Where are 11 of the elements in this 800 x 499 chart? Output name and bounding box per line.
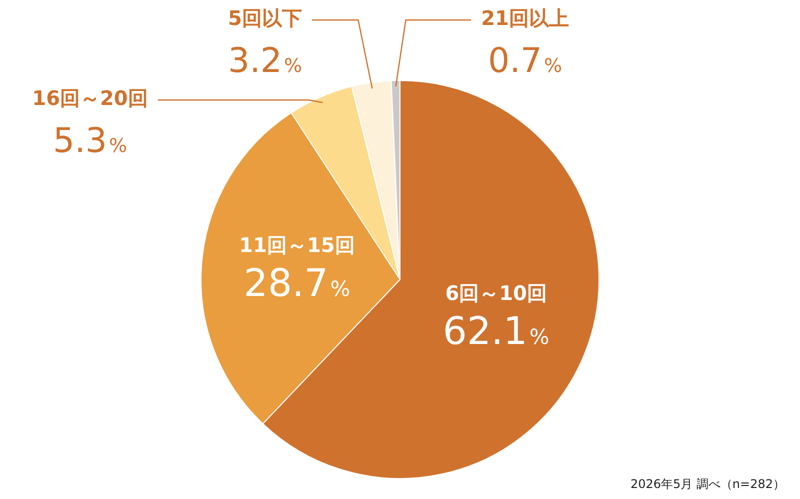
data-label: 5.3% <box>52 121 128 161</box>
text: 2026年5月 調べ（n=282） <box>630 477 785 491</box>
slice-label: 6回～10回 <box>445 280 547 305</box>
slice-label: 21回以上 <box>481 6 569 30</box>
data-label: 28.7% <box>244 261 350 306</box>
slice-label: 5回以下 <box>228 6 302 30</box>
data-label: 62.1% <box>442 308 550 353</box>
slice-label: 11回～15回 <box>239 233 355 258</box>
slice-label: 16回～20回 <box>32 86 148 110</box>
data-label: 0.7% <box>488 41 562 81</box>
data-label: 3.2% <box>228 41 302 81</box>
